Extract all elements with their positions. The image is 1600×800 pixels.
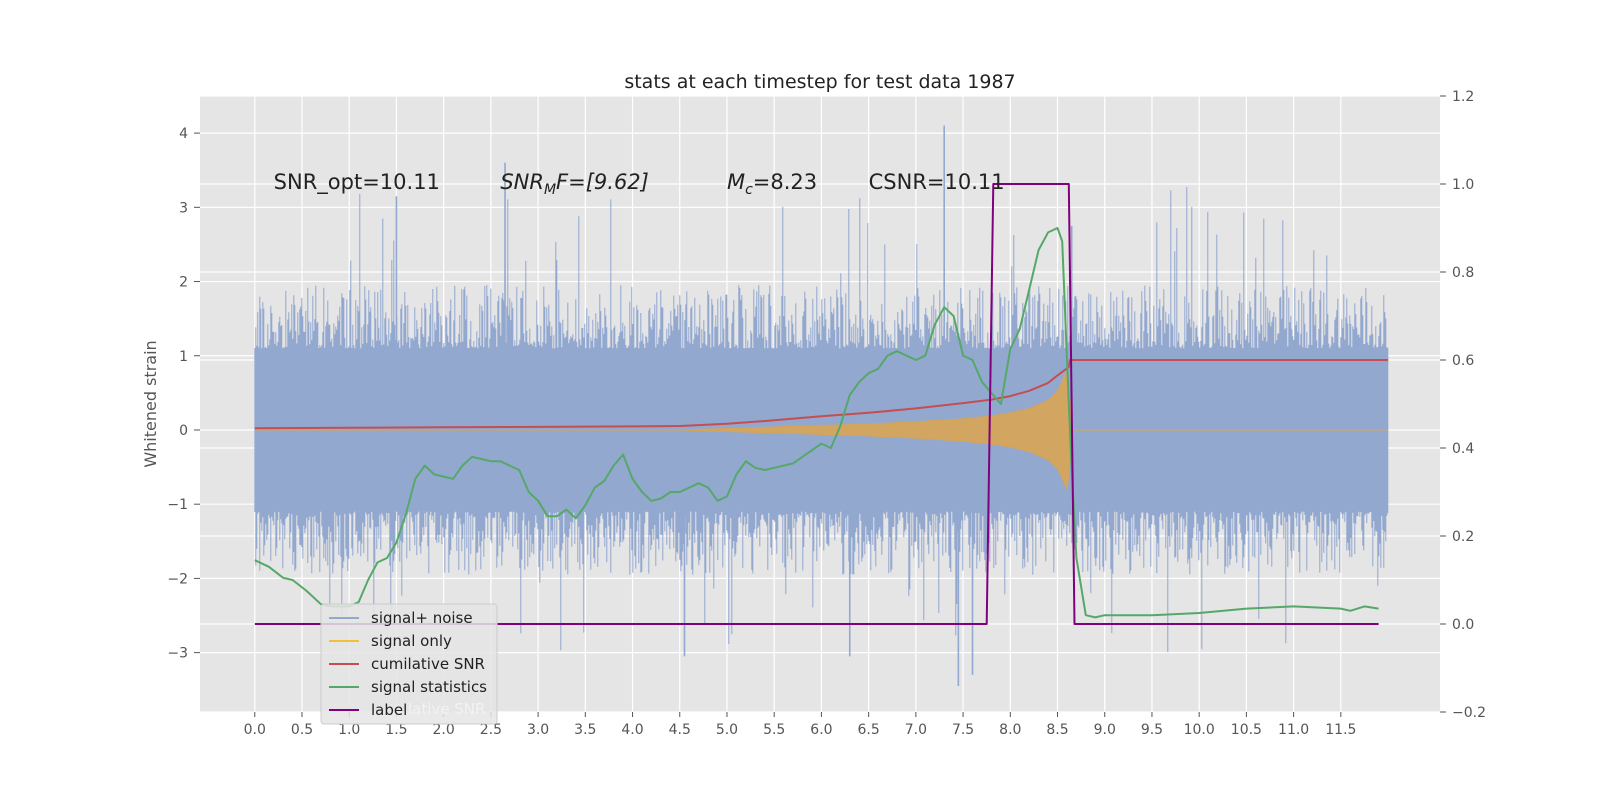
- annotations: SNR_opt=10.11 SNRMF=[9.62] Mc=8.23 CSNR=…: [274, 170, 1005, 198]
- legend-label-signal-noise: signal+ noise: [371, 609, 473, 627]
- annotation-snr-mf: SNRMF=[9.62]: [500, 170, 649, 198]
- y-tick-label: 3: [179, 200, 188, 216]
- annotation-snr-opt: SNR_opt=10.11: [274, 170, 440, 195]
- annotation-mc-main: M: [727, 170, 745, 194]
- y-tick-label: 4: [179, 126, 188, 142]
- y-axis-label: Whitened strain: [141, 340, 160, 467]
- x-tick-label: 4.0: [621, 722, 643, 738]
- x-tick-label: 0.5: [291, 722, 313, 738]
- annotation-mc-rest: =8.23: [753, 170, 817, 194]
- x-tick-label: 8.5: [1046, 722, 1068, 738]
- x-tick-label: 10.5: [1231, 722, 1262, 738]
- x-tick-label: 2.0: [433, 722, 455, 738]
- y2-tick-label: 1.2: [1452, 89, 1474, 105]
- y-tick-label: 1: [179, 349, 188, 365]
- legend-ghost-text: lative SNR: [408, 700, 485, 718]
- series-cumilative-snr: [254, 359, 1389, 430]
- left-y-axis: 4 3 2 1 0 −1 −2 −3: [167, 126, 200, 662]
- legend-label-signal-only: signal only: [371, 632, 452, 650]
- annotation-mc-sub: c: [745, 182, 753, 198]
- x-axis: 0.0 0.5 1.0 1.5 2.0 2.5 3.0 3.5 4.0 4.5 5.0 5.5 6.0 6…: [244, 712, 1356, 738]
- y-tick-label: 2: [179, 275, 188, 291]
- x-tick-label: 1.5: [385, 722, 407, 738]
- series-signal-statistics: [254, 227, 1379, 619]
- x-tick-label: 1.0: [338, 722, 360, 738]
- y-tick-label: −3: [167, 646, 188, 662]
- series-signal-only: [254, 368, 1389, 492]
- annotation-snr-mf-main: SNR: [500, 170, 544, 194]
- x-tick-label: 11.5: [1325, 722, 1356, 738]
- y2-tick-label: 0.6: [1452, 353, 1474, 369]
- x-tick-label: 7.0: [905, 722, 927, 738]
- y-tick-label: −2: [167, 571, 188, 587]
- x-tick-label: 5.5: [763, 722, 785, 738]
- x-tick-label: 9.5: [1141, 722, 1163, 738]
- x-tick-label: 8.0: [999, 722, 1021, 738]
- annotation-mc: Mc=8.23: [727, 170, 817, 198]
- x-tick-label: 9.0: [1094, 722, 1116, 738]
- x-tick-label: 5.0: [716, 722, 738, 738]
- y2-tick-label: 0.4: [1452, 441, 1474, 457]
- legend-label-signal-statistics: signal statistics: [371, 678, 487, 696]
- x-tick-label: 4.5: [669, 722, 691, 738]
- y2-tick-label: 0.0: [1452, 617, 1474, 633]
- x-tick-label: 6.5: [858, 722, 880, 738]
- y-tick-label: −1: [167, 497, 188, 513]
- legend-box: [320, 603, 498, 725]
- x-tick-label: 11.0: [1278, 722, 1309, 738]
- x-tick-label: 7.5: [952, 722, 974, 738]
- y2-tick-label: −0.2: [1452, 705, 1486, 721]
- right-y-axis: 1.2 1.0 0.8 0.6 0.4 0.2 0.0 −0.2: [1440, 89, 1486, 721]
- y2-tick-label: 1.0: [1452, 177, 1474, 193]
- x-tick-label: 6.0: [810, 722, 832, 738]
- x-tick-label: 3.5: [574, 722, 596, 738]
- x-tick-label: 10.0: [1184, 722, 1215, 738]
- annotation-snr-mf-sub: M: [544, 182, 556, 198]
- x-tick-label: 0.0: [244, 722, 266, 738]
- x-tick-label: 3.0: [527, 722, 549, 738]
- legend-label-label: label: [371, 701, 407, 719]
- y2-tick-label: 0.8: [1452, 265, 1474, 281]
- legend: lative SNR signal+ noise signal only cum…: [320, 603, 498, 725]
- series-label: [254, 183, 1379, 625]
- series-layer: [254, 125, 1389, 687]
- legend-label-cumilative-snr: cumilative SNR: [371, 655, 485, 673]
- y-tick-label: 0: [179, 423, 188, 439]
- x-tick-label: 2.5: [480, 722, 502, 738]
- y2-tick-label: 0.2: [1452, 529, 1474, 545]
- annotation-csnr: CSNR=10.11: [869, 170, 1005, 194]
- annotation-snr-mf-rest-f: F=[9.62]: [556, 170, 649, 194]
- chart-title: stats at each timestep for test data 198…: [624, 71, 1015, 93]
